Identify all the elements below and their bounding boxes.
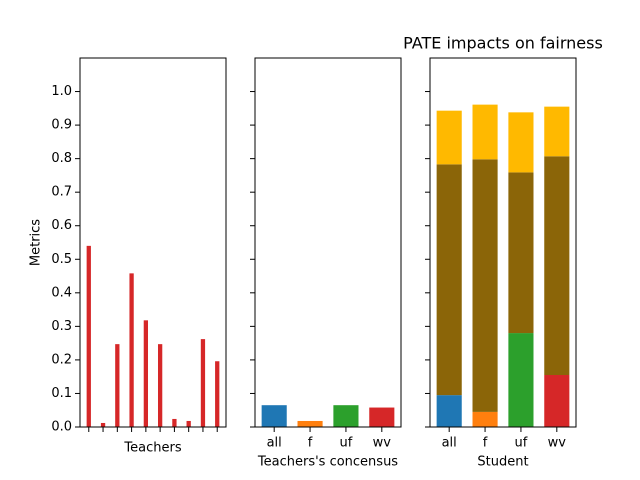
bar bbox=[472, 159, 498, 412]
bar bbox=[100, 422, 106, 427]
y-tick-label: 0.7 bbox=[51, 185, 72, 200]
axes-frame bbox=[79, 57, 227, 428]
bar bbox=[297, 420, 323, 427]
bar bbox=[200, 339, 206, 427]
x-tick-label: wv bbox=[548, 436, 567, 451]
x-axis-label: Student bbox=[477, 455, 528, 470]
chart-title: PATE impacts on fairness bbox=[403, 34, 603, 53]
axes-frame bbox=[254, 57, 402, 428]
bar bbox=[544, 106, 570, 157]
bar bbox=[544, 375, 570, 427]
x-tick-label: all bbox=[442, 436, 457, 451]
x-tick-label: wv bbox=[373, 436, 392, 451]
bar bbox=[436, 164, 462, 396]
y-tick-label: 0.0 bbox=[51, 420, 72, 435]
bar bbox=[472, 104, 498, 160]
x-axis-label: Teachers bbox=[123, 441, 181, 456]
bar bbox=[472, 411, 498, 427]
x-tick-label: f bbox=[308, 436, 313, 451]
bar bbox=[129, 273, 134, 427]
bar bbox=[508, 333, 534, 427]
bar bbox=[172, 418, 177, 427]
y-tick-label: 0.9 bbox=[51, 118, 72, 133]
x-tick-label: all bbox=[267, 436, 282, 451]
bar bbox=[215, 361, 220, 427]
y-tick-label: 0.1 bbox=[51, 386, 72, 401]
axes-frame bbox=[429, 57, 577, 428]
y-tick-label: 0.2 bbox=[51, 352, 72, 367]
bar bbox=[261, 405, 287, 427]
y-tick-label: 0.4 bbox=[51, 285, 72, 300]
bar bbox=[436, 110, 462, 165]
bar bbox=[508, 172, 534, 334]
bar bbox=[86, 245, 91, 427]
bar bbox=[333, 405, 359, 427]
bar bbox=[544, 156, 570, 376]
bar bbox=[436, 395, 462, 427]
bar bbox=[157, 344, 163, 427]
x-tick-label: uf bbox=[515, 436, 528, 451]
y-tick-label: 0.5 bbox=[51, 252, 72, 267]
bar bbox=[508, 112, 534, 173]
y-tick-label: 0.8 bbox=[51, 151, 72, 166]
x-axis-label: Teachers's concensus bbox=[257, 455, 398, 470]
x-tick-label: uf bbox=[340, 436, 353, 451]
x-tick-label: f bbox=[483, 436, 488, 451]
y-axis-label: Metrics bbox=[29, 219, 44, 266]
y-tick-label: 1.0 bbox=[51, 84, 72, 99]
y-tick-label: 0.3 bbox=[51, 319, 72, 334]
bar bbox=[115, 344, 120, 427]
bar bbox=[143, 320, 149, 427]
y-tick-label: 0.6 bbox=[51, 218, 72, 233]
bar bbox=[369, 407, 395, 427]
bar bbox=[186, 420, 191, 427]
